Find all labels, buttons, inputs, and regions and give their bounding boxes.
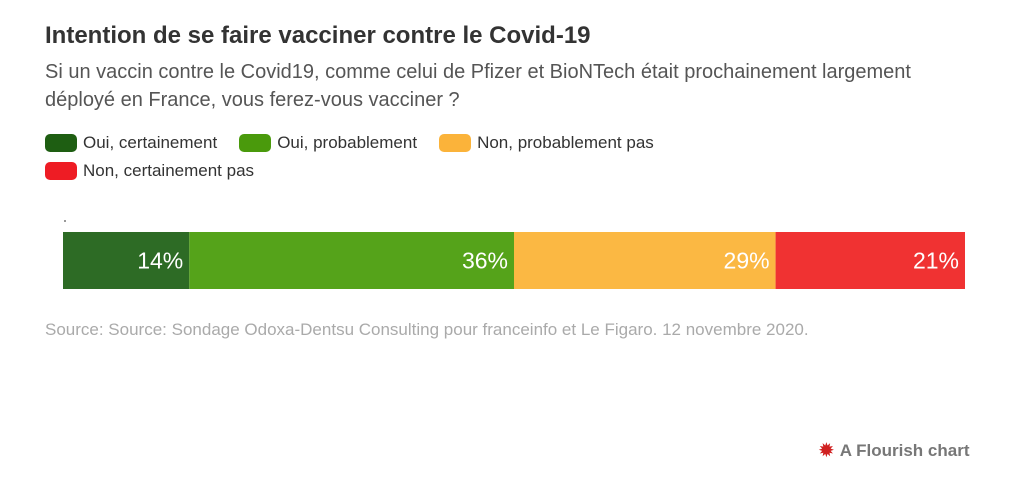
legend-item[interactable]: Oui, probablement [239,132,417,154]
credit-text: A Flourish chart [839,440,970,460]
category-marker [64,220,66,222]
legend-item[interactable]: Oui, certainement [45,132,217,154]
chart-subtitle: Si un vaccin contre le Covid19, comme ce… [45,61,911,111]
data-label: 14% [137,248,183,274]
legend-swatch [239,134,272,152]
legend-swatch [439,134,472,152]
data-label: 36% [462,248,508,274]
legend-label: Non, probablement pas [477,133,654,152]
flourish-logo-icon: ✹ [818,440,835,462]
legend-label: Non, certainement pas [83,161,255,180]
bar-segment[interactable] [63,232,190,289]
flourish-credit[interactable]: ✹ A Flourish chart [818,438,969,463]
legend-swatch [45,134,77,152]
chart-title: Intention de se faire vacciner contre le… [45,22,591,49]
legend: Oui, certainement Oui, probablement Non, p… [45,132,805,182]
legend-item[interactable]: Non, certainement pas [45,160,254,182]
source-note: Source: Source: Sondage Odoxa-Dentsu Con… [45,320,809,339]
legend-label: Oui, certainement [83,133,218,152]
legend-item[interactable]: Non, probablement pas [439,132,654,154]
data-label: 29% [724,248,770,274]
bar-segment[interactable] [775,232,965,289]
legend-swatch [45,162,77,180]
bar-segment[interactable] [189,232,514,289]
data-label: 21% [913,248,959,274]
legend-label: Oui, probablement [277,133,418,152]
bar-segment[interactable] [514,232,776,289]
